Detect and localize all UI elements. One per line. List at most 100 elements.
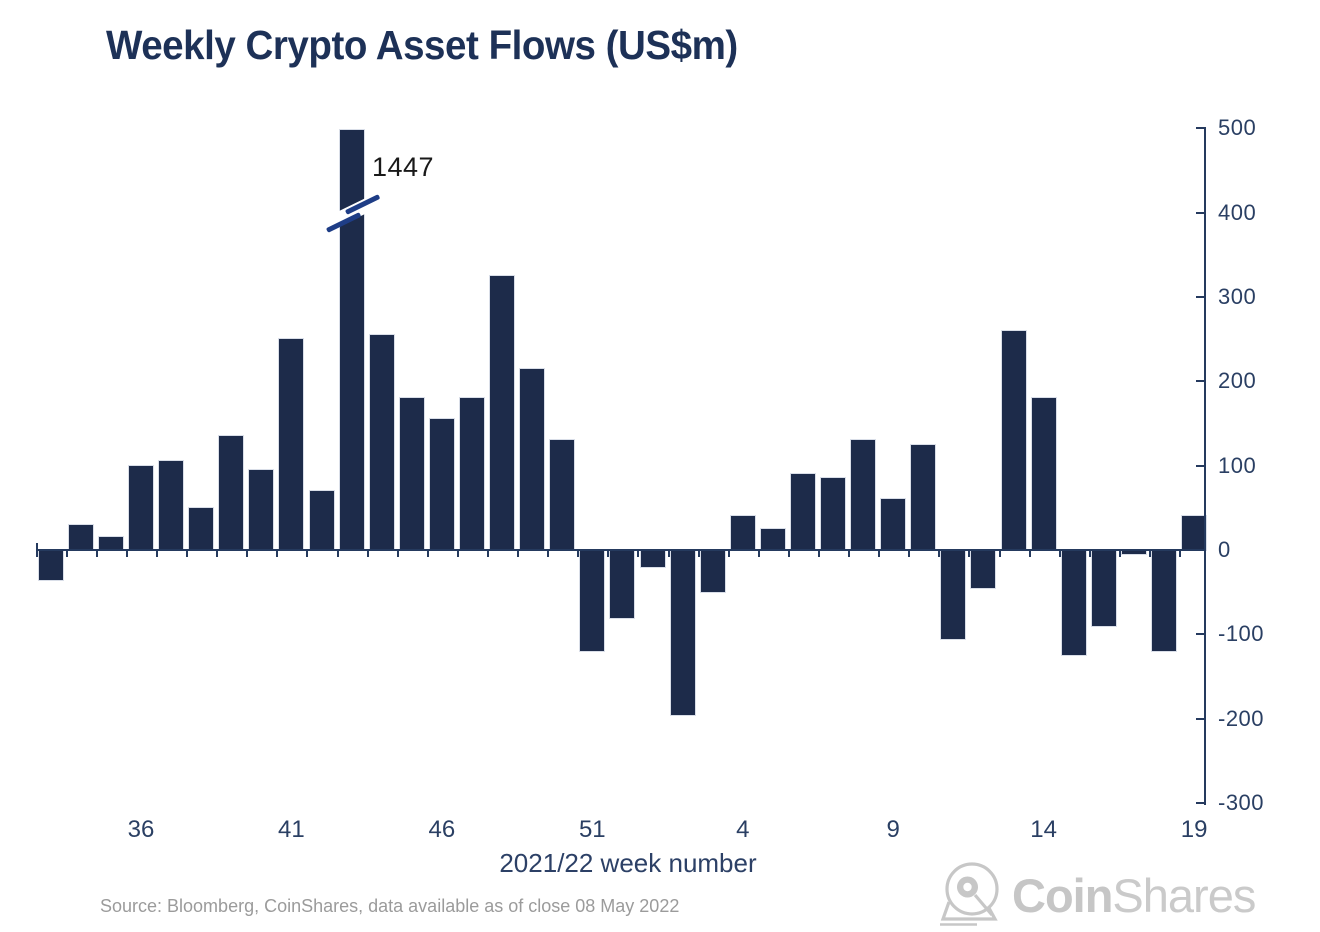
x-axis-tick [637,551,640,557]
y-tick-label: 100 [1218,452,1257,478]
x-axis-tick [456,551,459,557]
bar-week-4 [730,516,755,550]
bar-week-15 [1061,550,1086,656]
y-axis-tick [1196,717,1206,720]
y-axis-tick [1196,211,1206,214]
x-axis-line [36,549,1206,552]
bar-week-10 [911,444,936,550]
bar-week-6 [790,474,815,550]
y-axis-tick [1196,127,1206,130]
bar-week-2 [670,550,695,715]
x-axis-tick [817,551,820,557]
bar-week-7 [821,478,846,550]
bar-week-34 [68,524,93,550]
bar-week-38 [189,507,214,550]
bar-week-44 [369,334,394,550]
x-axis-tick [186,551,189,557]
x-tick-label: 19 [1180,816,1208,843]
coinshares-helmet-icon [940,862,999,926]
bar-week-47 [459,398,484,550]
bar-week-12 [971,550,996,588]
x-axis-tick [426,551,429,557]
source-note: Source: Bloomberg, CoinShares, data avai… [100,896,680,916]
x-axis-tick [607,551,610,557]
x-axis-end-tick [36,543,38,550]
y-axis-tick [1196,633,1206,636]
bar-week-52 [610,550,635,618]
x-axis-tick [1058,551,1061,557]
bar-week-45 [399,398,424,550]
y-tick-label: 0 [1218,537,1231,562]
y-tick-label: 300 [1218,283,1257,309]
x-axis-tick [1088,551,1091,557]
x-axis-tick [35,551,38,557]
chart-title: Weekly Crypto Asset Flows (US$m) [106,22,738,68]
x-axis-tick [246,551,249,557]
x-axis-tick [878,551,881,557]
x-axis-tick [487,551,489,557]
x-axis-tick [517,551,520,557]
bar-week-46 [429,419,454,550]
x-axis-tick [336,551,339,557]
y-axis-tick [1196,380,1206,383]
x-tick-label: 51 [578,816,606,843]
x-axis-tick [757,551,760,557]
y-tick-label: 400 [1218,199,1257,225]
bar-week-36 [128,465,153,550]
x-axis-tick [65,551,68,557]
bar-week-40 [249,469,274,550]
x-axis-tick [667,551,670,557]
y-axis-tick [1196,295,1206,298]
bar-week-5 [760,528,785,550]
bar-week-43 [339,130,364,550]
x-axis-tick [998,551,1001,557]
x-axis-tick [1118,551,1121,557]
y-tick-label: -200 [1218,705,1265,731]
bar-week-37 [159,461,184,550]
x-tick-label: 4 [736,816,750,843]
x-tick-label: 36 [127,816,155,843]
y-tick-label: -300 [1218,790,1265,816]
bar-week-14 [1031,398,1056,550]
bar-week-41 [279,339,304,550]
x-axis-tick [125,551,128,557]
bar-week-17 [1121,550,1146,555]
x-axis-tick [95,551,98,557]
bar-week-39 [219,436,244,550]
bar-week-33 [38,550,63,580]
x-axis-tick [1179,551,1182,557]
y-axis-tick [1196,464,1206,467]
bar-week-49 [520,368,545,550]
coinshares-logo: CoinShares [932,860,1288,930]
x-axis-tick [156,551,158,557]
bar-week-35 [98,537,123,550]
x-axis-tick [968,551,971,557]
logo-text-bold: Coin [1012,869,1113,922]
x-tick-label: 9 [886,816,900,843]
bar-week-1 [640,550,665,567]
x-axis-tick [727,551,730,557]
x-tick-label: 14 [1030,816,1058,843]
x-axis-tick [396,551,399,557]
x-axis-tick [908,551,911,557]
bar-week-3 [700,550,725,593]
x-tick-label: 41 [278,816,305,843]
coinshares-wordmark: CoinShares [1012,869,1256,922]
bar-week-11 [941,550,966,639]
logo-text-light: Shares [1112,869,1256,922]
bar-week-8 [851,440,876,550]
bar-week-19 [1182,516,1207,550]
bar-week-42 [309,490,334,550]
bar-week-51 [580,550,605,652]
x-axis-tick [577,551,580,557]
bar-week-48 [490,275,515,550]
y-tick-label: -100 [1218,621,1265,647]
bar-week-16 [1091,550,1116,626]
bar-week-18 [1152,550,1177,652]
x-axis-tick [1028,551,1031,557]
x-axis-title: 2021/22 week number [499,848,757,878]
x-axis-tick [787,551,790,557]
bar-week-50 [550,440,575,550]
